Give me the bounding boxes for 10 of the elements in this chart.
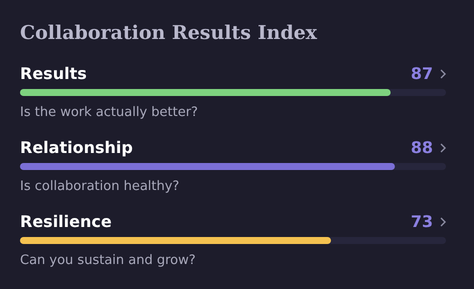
annotation: Can you sustain and grow?	[20, 253, 196, 268]
data-label: 73	[410, 212, 433, 231]
annotation: Is collaboration healthy?	[20, 179, 180, 194]
chart-title: Collaboration Results Index	[20, 22, 318, 44]
data-label: 87	[410, 64, 433, 83]
y-tick-label: Results	[20, 64, 87, 83]
annotation: Is the work actually better?	[20, 105, 198, 120]
y-tick-label: Relationship	[20, 138, 133, 157]
data-label: 88	[410, 138, 433, 157]
y-tick-label: Resilience	[20, 212, 112, 231]
